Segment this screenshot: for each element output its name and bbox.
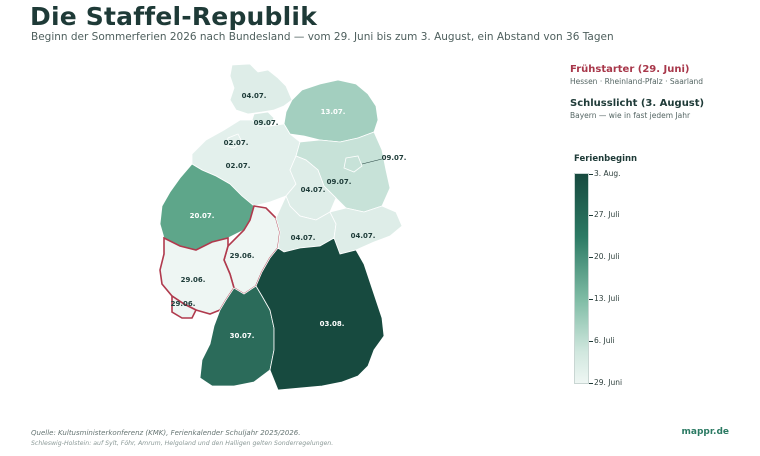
legend-tick [589,341,593,342]
label-schleswig-holstein: 04.07. [242,92,267,100]
early-callout-title: Frühstarter (29. Juni) [570,64,690,75]
page-subtitle: Beginn der Sommerferien 2026 nach Bundes… [31,31,614,43]
state-baden-wuerttemberg[interactable] [199,285,275,387]
label-hessen: 29.06. [230,252,255,260]
label-sachsen-anhalt: 04.07. [301,186,326,194]
legend-tick [589,174,593,175]
label-hamburg: 09.07. [254,119,279,127]
state-berlin[interactable] [343,155,363,173]
state-bremen[interactable] [225,133,243,149]
state-saarland[interactable] [171,294,198,319]
legend-tick [589,383,593,384]
label-bayern: 03.08. [320,320,345,328]
footnote-text: Schleswig-Holstein: auf Sylt, Föhr, Amru… [31,440,334,447]
early-callout-text: Hessen · Rheinland-Pfalz · Saarland [570,77,704,86]
label-niedersachsen: 02.07. [226,162,251,170]
label-berlin: 09.07. [382,154,407,162]
page-title: Die Staffel-Republik [30,2,318,31]
legend-tick [589,215,593,216]
label-thueringen: 04.07. [291,234,316,242]
germany-map: 04.07. 09.07. 13.07. 02.07. 02.07. 09.07… [159,63,407,391]
label-saarland: 29.06. [171,300,196,308]
legend-label: 20. Juli [594,252,620,261]
legend-label: 27. Juli [594,210,620,219]
label-mecklenburg-vorpommern: 13.07. [321,108,346,116]
state-schleswig-holstein[interactable] [229,63,293,115]
label-sachsen: 04.07. [351,232,376,240]
legend-tick [589,299,593,300]
legend-color-bar [574,173,589,384]
label-nordrhein-westfalen: 20.07. [190,212,215,220]
late-callout-text: Bayern — wie in fast jedem Jahr [570,111,691,120]
label-bremen: 02.07. [224,139,249,147]
legend-label: 3. Aug. [594,169,621,178]
label-brandenburg: 09.07. [327,178,352,186]
state-sachsen[interactable] [329,205,403,255]
legend-label: 13. Juli [594,294,620,303]
label-baden-wuerttemberg: 30.07. [230,332,255,340]
state-bayern[interactable] [255,237,385,391]
late-callout-title: Schlusslicht (3. August) [570,98,705,109]
berlin-leader-line [361,158,383,165]
label-rheinland-pfalz: 29.06. [181,276,206,284]
legend-tick [589,257,593,258]
legend-title: Ferienbeginn [574,154,638,164]
legend-label: 29. Juni [594,378,623,387]
brand-link[interactable]: mappr.de [681,427,729,437]
source-text: Quelle: Kultusministerkonferenz (KMK), F… [31,429,301,437]
legend-label: 6. Juli [594,336,615,345]
